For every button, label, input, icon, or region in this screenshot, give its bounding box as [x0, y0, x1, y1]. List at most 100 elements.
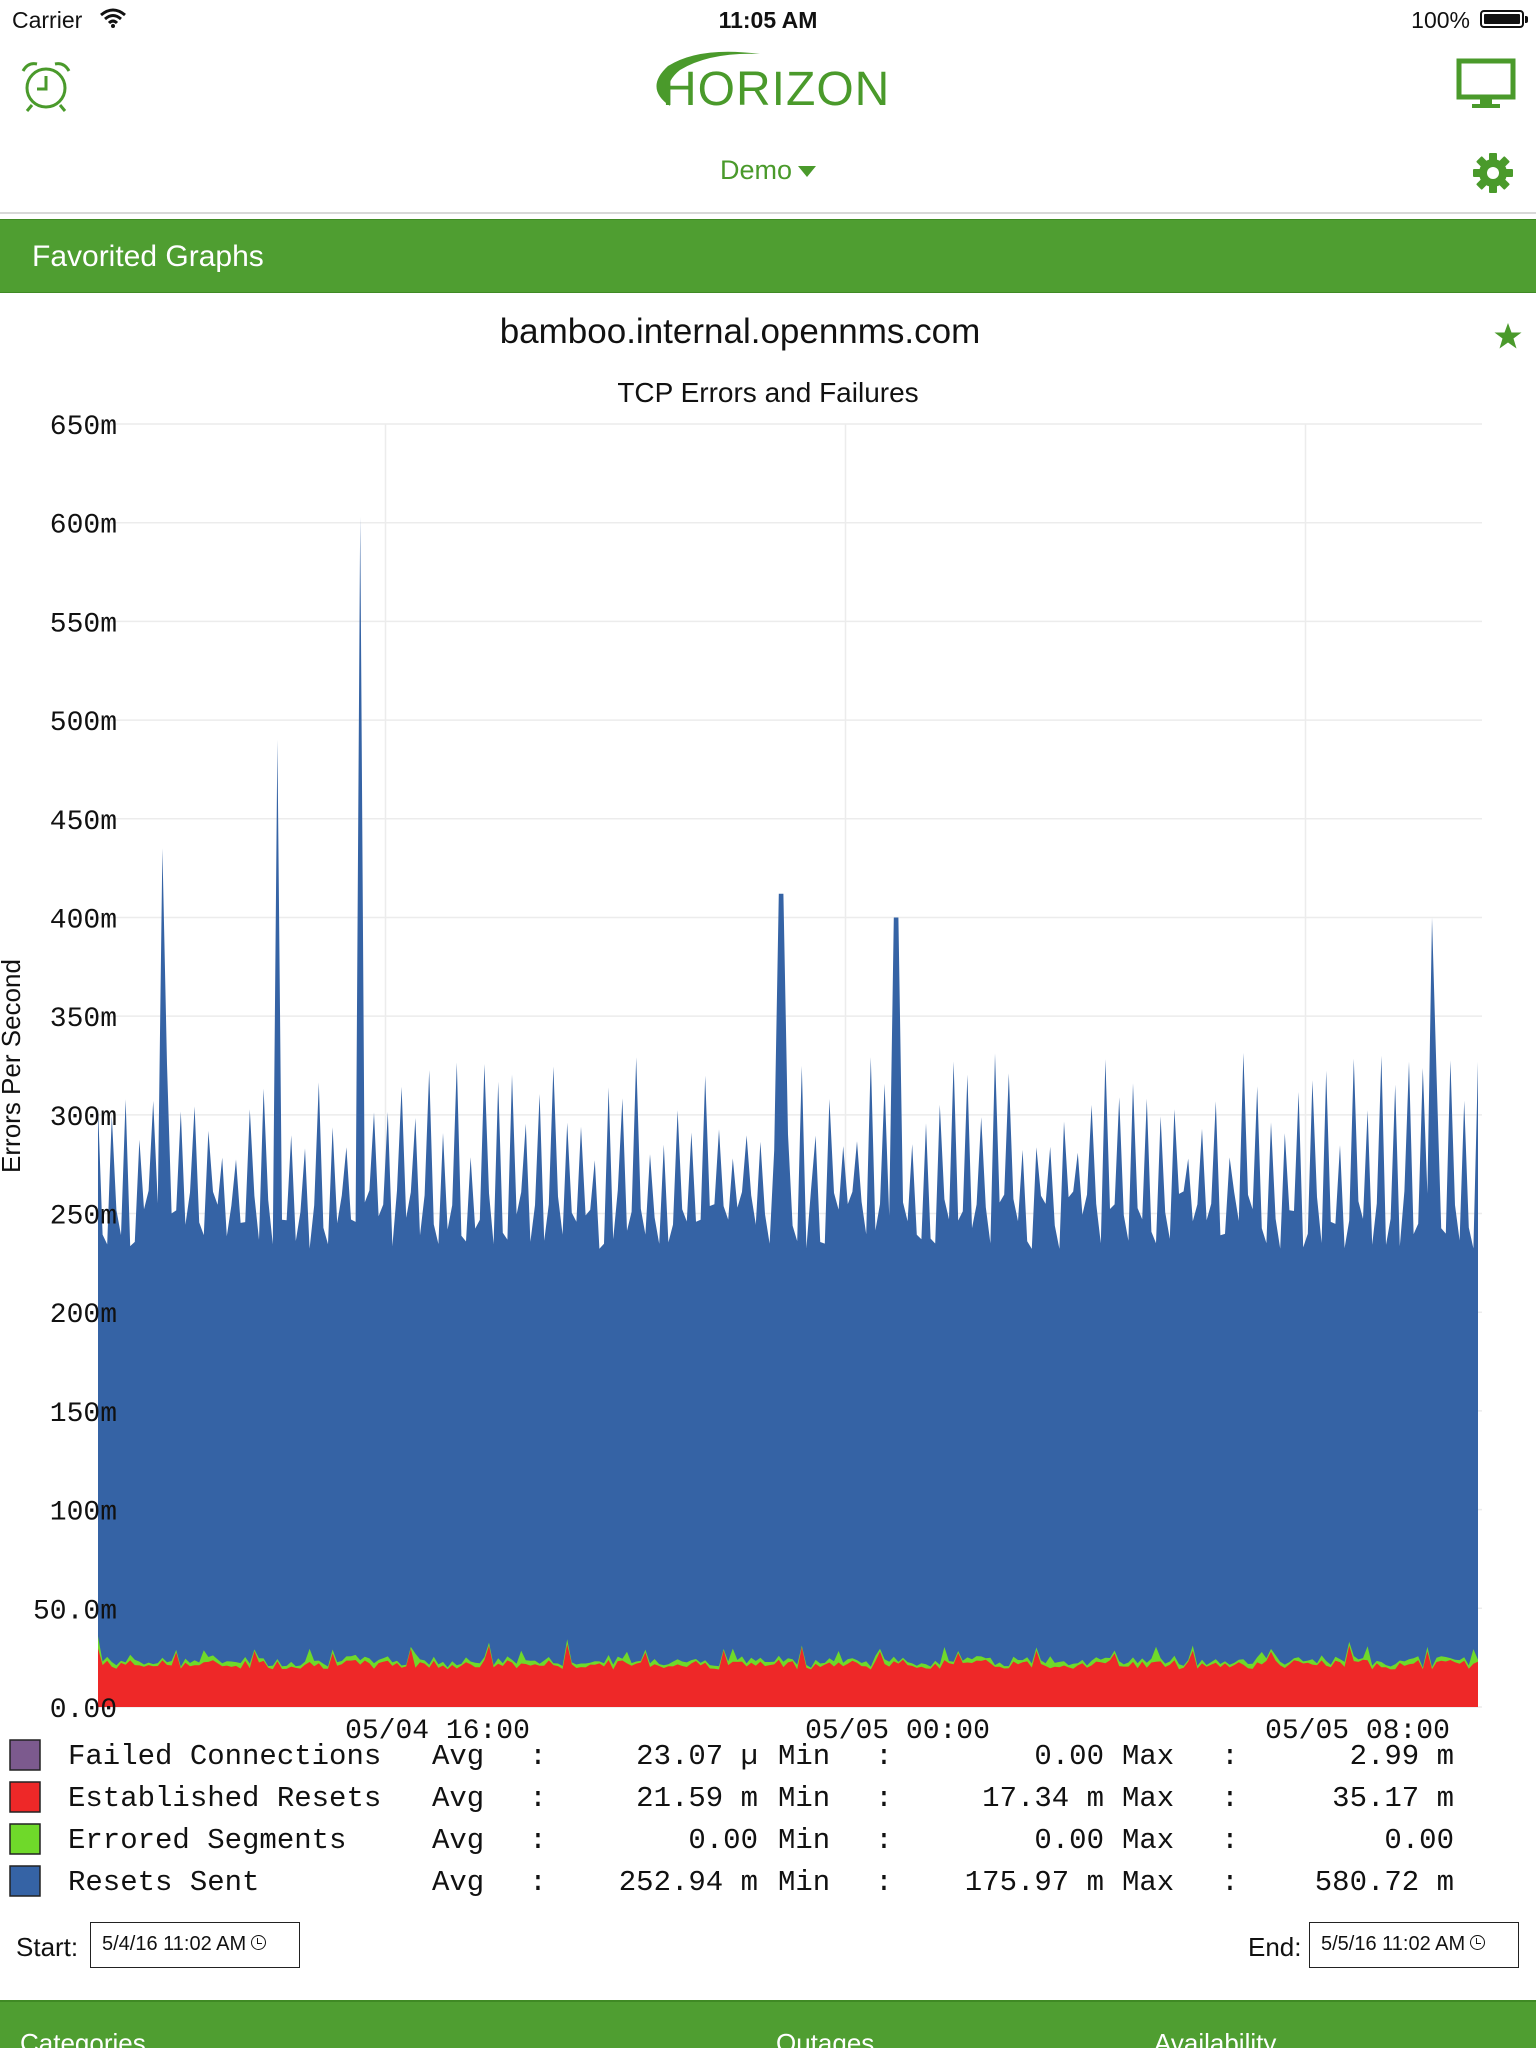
section-header: Favorited Graphs [0, 219, 1536, 293]
monitor-icon[interactable] [1456, 58, 1516, 110]
gear-icon[interactable] [1472, 152, 1514, 194]
horizon-logo: HORIZON [640, 48, 900, 118]
start-date-field[interactable]: 5/4/16 11:02 AM [90, 1922, 300, 1968]
legend-separator: : [1221, 1740, 1238, 1773]
x-tick-label: 05/05 08:00 [1265, 1716, 1450, 1747]
tcp-errors-chart: TCP Errors and Failures 0.00 50.0m 100m 150… [0, 377, 1482, 1899]
end-label: End: [1248, 1932, 1302, 1962]
legend-max-label: Max [1122, 1740, 1174, 1773]
legend-separator: : [875, 1866, 892, 1899]
tab-availability[interactable]: Availability [1154, 2028, 1277, 2058]
server-selector[interactable]: Demo [0, 155, 1536, 186]
legend-swatch [9, 1823, 41, 1855]
wifi-icon [100, 8, 126, 28]
legend-series-name: Failed Connections [68, 1740, 381, 1773]
y-tick-label: 200m [50, 1300, 117, 1331]
legend-max-label: Max [1122, 1866, 1174, 1899]
legend-swatch [9, 1865, 41, 1897]
series-area-established-resets [98, 1644, 1478, 1707]
y-axis: 0.00 50.0m 100m 150m 200m 250m 300m 350m 400m 450… [33, 412, 117, 1726]
chart-title: TCP Errors and Failures [617, 377, 918, 408]
legend-avg-label: Avg [432, 1740, 484, 1773]
legend-separator: : [1221, 1782, 1238, 1815]
tab-categories[interactable]: Categories [20, 2028, 146, 2058]
y-tick-label: 500m [50, 708, 117, 739]
legend-max-value: 0.00 [1384, 1824, 1454, 1857]
y-tick-label: 450m [50, 807, 117, 838]
y-axis-label: Errors Per Second [0, 959, 26, 1173]
x-tick-label: 05/04 16:00 [345, 1716, 530, 1747]
legend-separator: : [875, 1782, 892, 1815]
legend-min-label: Min [778, 1824, 830, 1857]
x-axis: 05/04 16:00 05/05 00:00 05/05 08:00 [345, 1716, 1450, 1747]
legend-max-label: Max [1122, 1824, 1174, 1857]
alarm-clock-icon[interactable] [18, 58, 74, 114]
y-tick-label: 600m [50, 511, 117, 542]
y-tick-label: 350m [50, 1004, 117, 1035]
carrier-label: Carrier [12, 7, 83, 33]
end-date-field[interactable]: 5/5/16 11:02 AM [1309, 1922, 1519, 1968]
legend-avg-label: Avg [432, 1824, 484, 1857]
legend-max-value: 580.72 m [1315, 1866, 1454, 1899]
section-title: Favorited Graphs [32, 240, 264, 273]
legend-separator: : [529, 1824, 546, 1857]
series-area-resets-sent [98, 516, 1478, 1707]
x-tick-label: 05/05 00:00 [805, 1716, 990, 1747]
legend: Failed Connections Avg: 23.07 µ Min: 0.00 Max… [9, 1739, 1454, 1899]
legend-avg-value: 252.94 m [619, 1866, 758, 1899]
legend-separator: : [1221, 1866, 1238, 1899]
end-date-value: 5/5/16 11:02 AM [1321, 1933, 1466, 1955]
clock-icon [251, 1935, 267, 1951]
header-divider [0, 212, 1536, 214]
legend-min-label: Min [778, 1866, 830, 1899]
node-name: bamboo.internal.opennms.com [499, 312, 981, 351]
legend-series-name: Established Resets [68, 1782, 381, 1815]
y-tick-label: 650m [50, 412, 117, 443]
logo-text: HORIZON [662, 63, 891, 116]
legend-separator: : [1221, 1824, 1238, 1857]
legend-max-value: 35.17 m [1332, 1782, 1454, 1815]
legend-min-label: Min [778, 1782, 830, 1815]
server-name: Demo [719, 155, 793, 185]
y-tick-label: 0.00 [50, 1695, 117, 1726]
y-tick-label: 50.0m [33, 1596, 117, 1627]
clock-icon [1470, 1935, 1486, 1951]
legend-avg-value: 23.07 µ [636, 1740, 758, 1773]
y-tick-label: 550m [50, 609, 117, 640]
legend-separator: : [529, 1866, 546, 1899]
legend-avg-label: Avg [432, 1866, 484, 1899]
y-tick-label: 150m [50, 1399, 117, 1430]
legend-avg-label: Avg [432, 1782, 484, 1815]
legend-series-name: Resets Sent [68, 1866, 259, 1899]
y-tick-label: 100m [50, 1498, 117, 1529]
tab-bar: Categories Outages Availability [0, 2000, 1536, 2058]
legend-separator: : [875, 1740, 892, 1773]
battery-percent: 100% [1411, 7, 1470, 33]
clock-time: 11:05 AM [718, 7, 818, 33]
legend-min-value: 175.97 m [965, 1866, 1104, 1899]
start-label: Start: [16, 1932, 79, 1962]
y-tick-label: 250m [50, 1202, 117, 1233]
y-tick-label: 300m [50, 1103, 117, 1134]
legend-separator: : [529, 1740, 546, 1773]
legend-min-label: Min [778, 1740, 830, 1773]
legend-min-value: 0.00 [1034, 1740, 1104, 1773]
legend-series-name: Errored Segments [68, 1824, 346, 1857]
legend-swatch [9, 1781, 41, 1813]
legend-min-value: 17.34 m [982, 1782, 1104, 1815]
legend-swatch [9, 1739, 41, 1771]
legend-max-value: 2.99 m [1350, 1740, 1454, 1773]
star-icon[interactable] [1490, 318, 1526, 354]
y-tick-label: 400m [50, 905, 117, 936]
legend-max-label: Max [1122, 1782, 1174, 1815]
legend-min-value: 0.00 [1034, 1824, 1104, 1857]
status-bar: Carrier 11:05 AM 100% [0, 0, 1536, 42]
legend-separator: : [875, 1824, 892, 1857]
tab-outages[interactable]: Outages [776, 2028, 875, 2058]
legend-separator: : [529, 1782, 546, 1815]
legend-avg-value: 0.00 [688, 1824, 758, 1857]
legend-avg-value: 21.59 m [636, 1782, 758, 1815]
battery-icon [1480, 10, 1528, 28]
chart-areas [98, 516, 1478, 1707]
caret-down-icon [798, 166, 817, 178]
